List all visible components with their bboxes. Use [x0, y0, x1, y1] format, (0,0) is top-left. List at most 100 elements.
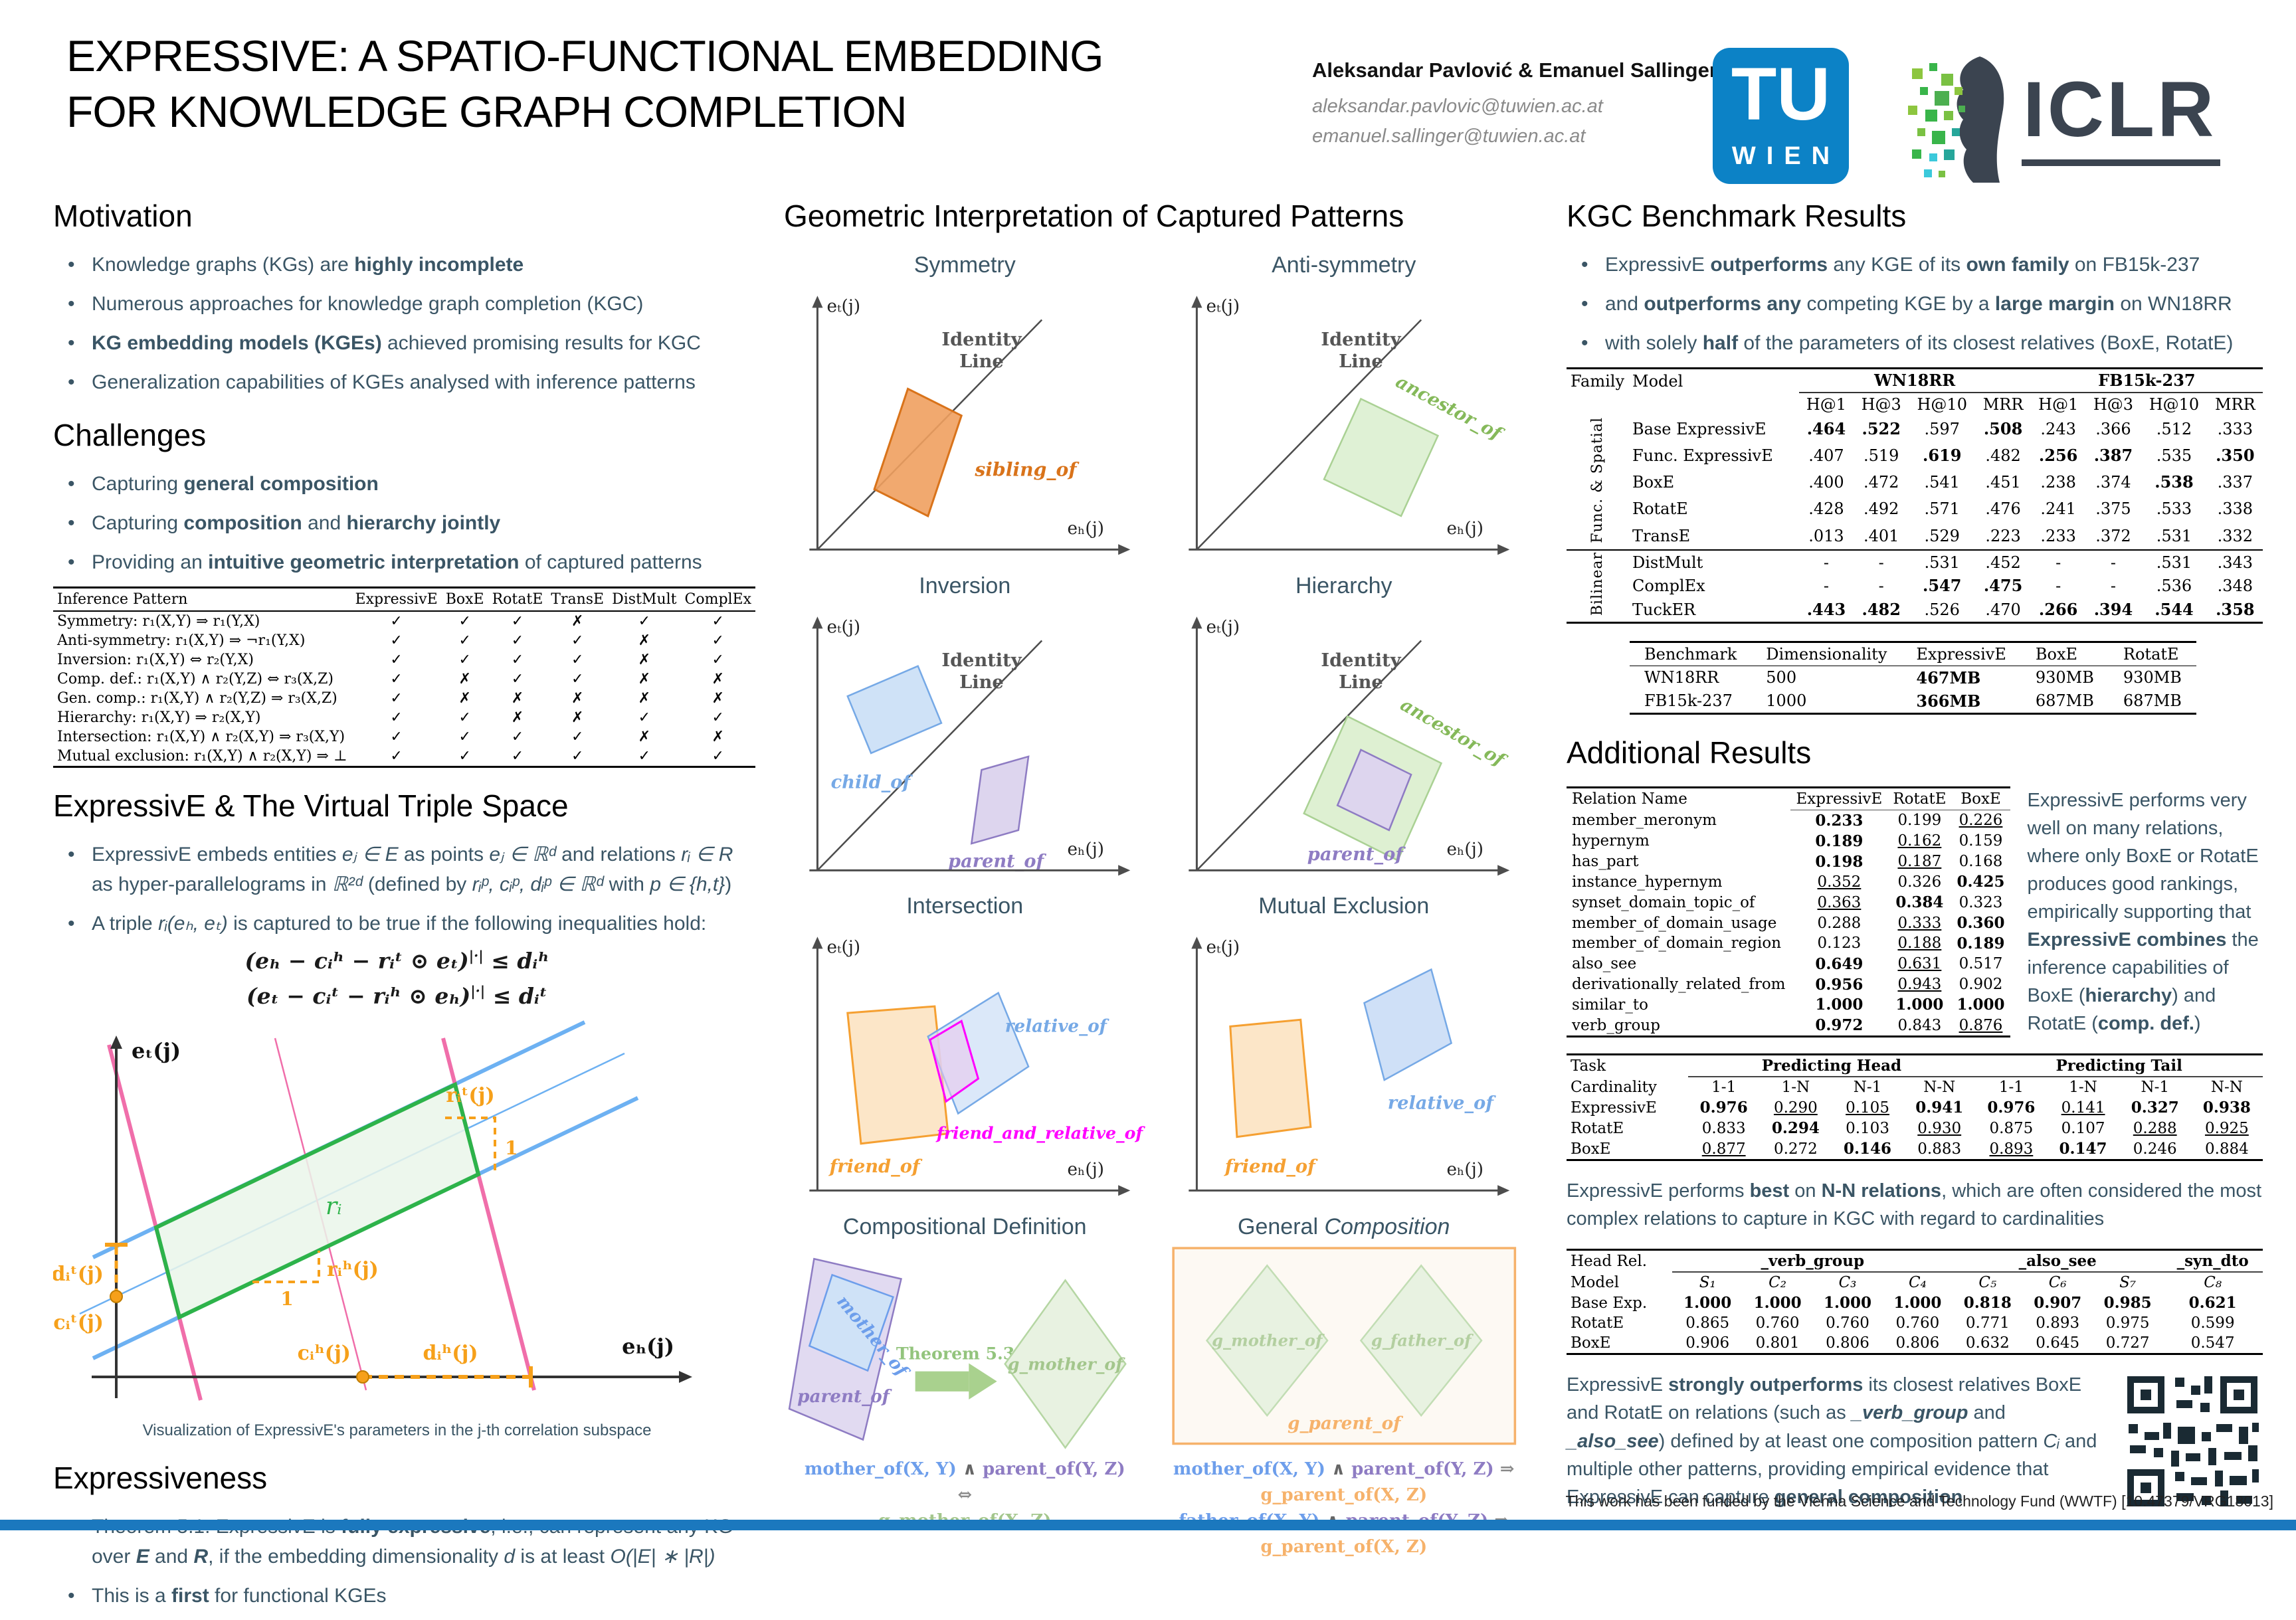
text-segment: Capturing: [92, 512, 184, 534]
table-cell: 0.323: [1959, 893, 2003, 911]
col-header: Dimensionality: [1751, 642, 1902, 666]
table-cell: ✓: [458, 652, 471, 668]
text-segment: Intersection: r₁(X,Y) ∧ r₂(X,Y) ⇒ r₃(X,Y…: [57, 729, 345, 745]
x-axis-label: eₕ(j): [622, 1334, 674, 1359]
table-cell: ✓: [511, 671, 524, 687]
table-cell: 0.907: [2023, 1293, 2093, 1313]
r-t-label: rᵢᵗ(j): [446, 1084, 494, 1107]
r-h-slope-triangle: [252, 1251, 320, 1283]
table-cell: 0.290: [1760, 1097, 1832, 1118]
verb-group-header: _verb_group: [1672, 1249, 1953, 1273]
authors: Aleksandar Pavlović & Emanuel Sallinger: [1312, 58, 1717, 82]
text-segment: rᵢᵖ, cᵢᵖ, dᵢᵖ ∈ ℝᵈ: [472, 873, 604, 895]
bullet-item: Generalization capabilities of KGEs anal…: [53, 367, 741, 397]
mutual-exclusion-panel: Mutual Exclusion relative_of friend_of e…: [1163, 891, 1525, 1208]
table-row: similar_to 1.000 1.000 1.000: [1567, 995, 2010, 1016]
table-cell: synset_domain_topic_of: [1572, 893, 1755, 911]
text-segment: .358: [2216, 600, 2255, 620]
table-cell: 0.189: [1790, 831, 1887, 852]
text-segment: strongly outperforms: [1668, 1374, 1864, 1396]
relation-label: rᵢ: [326, 1193, 341, 1220]
author-email-1: aleksandar.pavlovic@tuwien.ac.at: [1312, 96, 1603, 117]
table-cell: ✗: [571, 613, 584, 630]
table-cell: .597: [1924, 420, 1960, 439]
table-cell: ExpressivE: [1571, 1099, 1657, 1117]
col-header: Benchmark: [1630, 642, 1752, 666]
text-segment: 0.893: [1989, 1140, 2034, 1158]
sibling-of-parallelogram: [873, 387, 963, 518]
table-cell: ✓: [712, 652, 724, 668]
diagram-caption: Visualization of ExpressivE's parameters…: [142, 1421, 652, 1439]
table-row: Gen. comp.: r₁(X,Y) ∧ r₂(Y,Z) ⇒ r₃(X,Z) ✓…: [53, 689, 755, 708]
tu-wien-text: WIEN: [1731, 142, 1841, 170]
table-cell: 0.806: [1895, 1334, 1940, 1352]
table-cell: ✗: [638, 632, 651, 649]
table-cell: ✓: [390, 709, 403, 726]
text-segment: This is a: [92, 1585, 172, 1607]
table-cell: ✗: [712, 729, 724, 745]
table-cell: .519: [1863, 446, 1899, 466]
table-cell: .535: [2156, 446, 2192, 466]
text-segment: A triple: [92, 913, 159, 935]
text-segment: ≤ dᵢʰ: [483, 948, 549, 974]
table-cell: .529: [1924, 526, 1960, 545]
text-segment: C₈: [2204, 1274, 2222, 1292]
bullet-item: father_of(X, Y) ∧ parent_of(Y, Z) ⇒ g_pa…: [1163, 1508, 1525, 1560]
text-segment: BoxE: [1632, 473, 1675, 492]
text-segment: Comp. def.: r₁(X,Y) ∧ r₂(Y,Z) ⇔ r₃(X,Z): [57, 671, 334, 687]
text-segment: as points: [398, 844, 490, 865]
table-cell: 0.801: [1755, 1334, 1800, 1352]
metric-header: H@1: [2038, 395, 2079, 414]
g-mother-of-label: g_mother_of: [1212, 1330, 1325, 1350]
text-segment: 366MB: [1916, 691, 1981, 711]
table-cell: 0.877: [1688, 1138, 1760, 1160]
left-column: Motivation Knowledge graphs (KGs) are hi…: [51, 198, 756, 1620]
text-segment: ) defined by at least one composition pa…: [1658, 1430, 2044, 1452]
model-header: Model: [1632, 371, 1683, 391]
table-cell: .538: [2141, 469, 2207, 495]
metric-header: H@3: [2093, 395, 2134, 414]
table-cell: .536: [2156, 577, 2192, 596]
text-segment: on: [1789, 1180, 1822, 1202]
text-segment: Capturing: [92, 473, 184, 495]
parent-of-label: parent_of: [1307, 844, 1405, 865]
text-segment: highly incomplete: [354, 254, 524, 276]
table-cell: .531: [1909, 549, 1976, 575]
text-segment: Gen. comp.: r₁(X,Y) ∧ r₂(Y,Z) ⇒ r₃(X,Z): [57, 690, 337, 707]
table-cell: .223: [1985, 526, 2021, 545]
table-cell: ✗: [458, 690, 471, 707]
text-segment: on FB15k-237: [2069, 254, 2200, 276]
text-segment: Func. & Spatial: [1588, 417, 1606, 543]
table-cell: 0.272: [1773, 1140, 1818, 1158]
table-cell: .452: [1975, 549, 2031, 575]
table-cell: 0.123: [1817, 935, 1862, 952]
table-cell: BoxE: [1571, 1140, 1611, 1158]
y-axis-arrow: [110, 1035, 122, 1049]
table-cell: 687MB: [2123, 691, 2182, 711]
text-segment: 0.327: [2131, 1099, 2179, 1117]
table-cell: .619: [1909, 442, 1975, 469]
table-row: member_of_domain_region 0.123 0.188 0.189: [1567, 933, 2010, 954]
y-axis-arrow: [812, 937, 823, 949]
text-segment: O(|E| ∗ |R|): [610, 1546, 716, 1568]
y-axis-arrow: [1191, 296, 1202, 308]
motivation-heading: Motivation: [53, 199, 193, 233]
table-cell: .492: [1863, 499, 1899, 519]
inversion-panel: Inversion Identity Line child_of parent_…: [784, 571, 1146, 887]
text-segment: 0.352: [1817, 873, 1862, 891]
kgc-bullets: ExpressivE outperforms any KGE of its ow…: [1567, 250, 2263, 358]
table-cell: 0.976: [1975, 1097, 2047, 1118]
text-segment: C₂: [1769, 1274, 1786, 1292]
table-cell: 1.000: [1672, 1293, 1742, 1313]
metric-header: MRR: [2214, 395, 2255, 414]
bullet-item: A triple rᵢ(eₕ, eₜ) is captured to be tr…: [53, 909, 741, 939]
table-cell: ✓: [638, 709, 651, 726]
table-cell: ✓: [571, 748, 584, 765]
table-cell: .482: [1854, 598, 1909, 622]
text-segment: 0.233: [1815, 811, 1864, 830]
text-segment: ExpressivE performs very well on many re…: [2027, 789, 2259, 923]
table-cell: ✓: [571, 652, 584, 668]
text-segment: of captured patterns: [519, 551, 702, 573]
iclr-logo: ICLR: [1900, 50, 2221, 186]
table-cell: BoxE: [1628, 469, 1799, 495]
